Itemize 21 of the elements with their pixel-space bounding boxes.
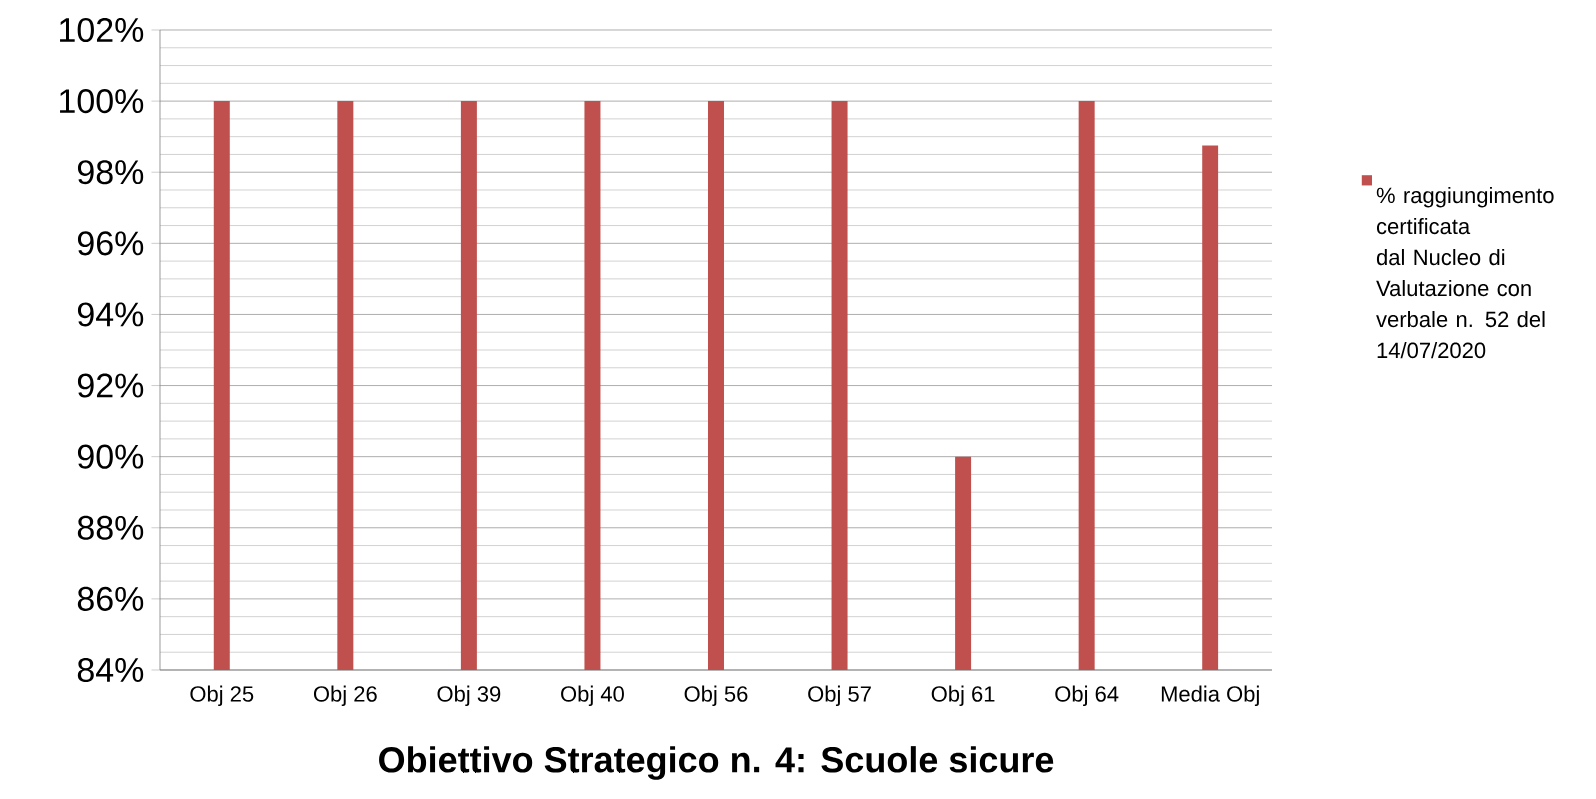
y-tick-label: 90% — [77, 444, 144, 469]
y-tick-label: 98% — [77, 160, 144, 185]
x-tick-label: Obj 56 — [684, 685, 748, 707]
y-tick-label: 102% — [60, 17, 144, 43]
legend-label: % raggiungimento certificata dal Nucleo di Valutazione con verbale n. 52 del 14/07/2020 — [1376, 187, 1554, 359]
y-tick-label: 94% — [77, 302, 144, 327]
y-tick-label: 88% — [77, 515, 144, 540]
text: Obiettivo Strategico n. 4: Scuole sicure — [379, 746, 1054, 780]
x-tick-label: Obj 39 — [437, 685, 501, 707]
x-tick-label: Obj 57 — [808, 685, 871, 707]
x-tick-label: Media Obj — [1161, 685, 1259, 707]
x-tick-label: Obj 40 — [561, 685, 624, 707]
x-tick-label: Obj 61 — [931, 685, 995, 707]
y-tick-label: 86% — [77, 586, 144, 611]
x-tick-label: Obj 64 — [1055, 685, 1119, 707]
y-tick-label: 84% — [77, 657, 144, 683]
x-tick-label: Obj 26 — [313, 685, 377, 707]
x-tick-label: Obj 25 — [190, 685, 254, 707]
y-tick-label: 96% — [77, 231, 144, 256]
y-tick-label: 100% — [60, 89, 144, 114]
y-tick-label: 92% — [77, 373, 144, 398]
